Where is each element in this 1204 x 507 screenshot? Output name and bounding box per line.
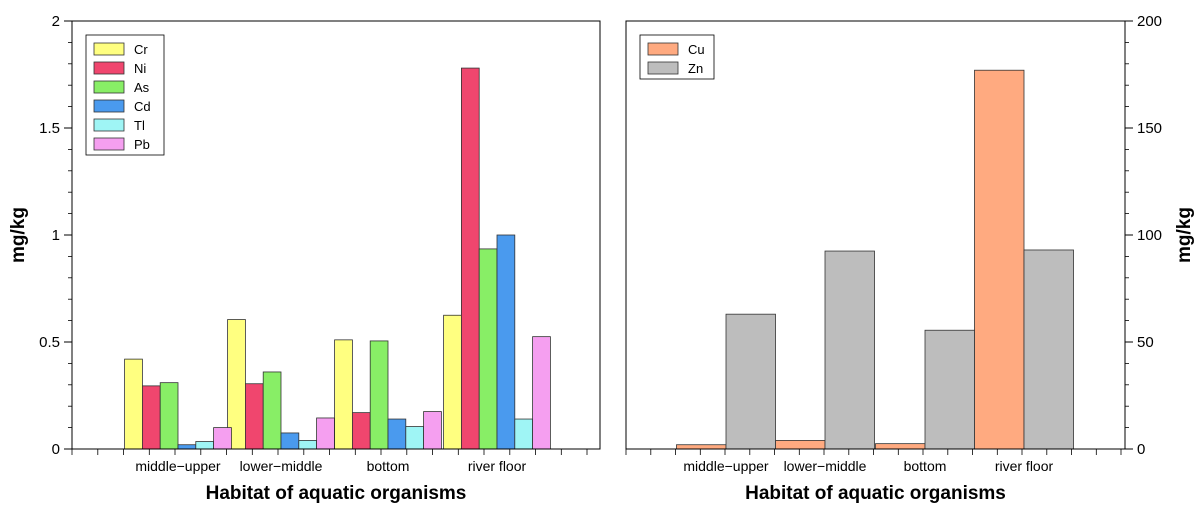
x-tick-label: lower−middle [784, 458, 867, 474]
bar-cr [334, 339, 353, 450]
bar-cd [280, 432, 300, 450]
chart-panel-1: 0 0.5 1 1.5 2 middle−upper lower−middle bottom r… [8, 13, 601, 504]
bar-tl [405, 426, 424, 450]
bar-cu [676, 444, 727, 450]
y-tick-label: 1.5 [39, 120, 60, 137]
bar-zn [824, 250, 875, 450]
legend-label-as: As [134, 80, 150, 95]
bar-zn [725, 313, 776, 450]
bar-cr [443, 314, 462, 450]
x-tick-label: river floor [468, 458, 527, 474]
y-tick-label: 0.5 [39, 334, 60, 351]
y-tick-label: 2 [52, 13, 60, 30]
bar-as [478, 248, 498, 450]
bar-cr [124, 358, 143, 450]
bar-pb [532, 336, 551, 450]
y-axis-title: mg/kg [8, 207, 29, 263]
x-axis-title: Habitat of aquatic organisms [745, 483, 1006, 504]
legend-swatch-cr [93, 42, 125, 56]
bar-as [369, 340, 389, 450]
bar-tl [514, 418, 533, 450]
bar-ni [460, 67, 480, 450]
y-tick-label: 150 [1137, 120, 1162, 137]
bar-zn [924, 329, 975, 450]
legend-swatch-cu [647, 42, 679, 56]
bar-cd [496, 234, 516, 450]
y-tick-label: 100 [1137, 227, 1162, 244]
bar-as [262, 371, 282, 450]
legend-swatch-tl [93, 118, 125, 132]
bar-tl [298, 440, 317, 450]
y-tick-label: 50 [1137, 334, 1154, 351]
legend-swatch-cd [93, 99, 125, 113]
legend-swatch-pb [93, 137, 125, 151]
y-axis-title: mg/kg [1174, 207, 1195, 263]
legend-label-zn: Zn [688, 61, 703, 76]
legend-swatch-zn [647, 61, 679, 75]
legend-label-pb: Pb [134, 137, 150, 152]
y-tick-label: 200 [1137, 13, 1162, 30]
legend-label-cu: Cu [688, 42, 705, 57]
x-tick-label: lower−middle [240, 458, 323, 474]
x-axis-title: Habitat of aquatic organisms [206, 483, 467, 504]
bar-pb [316, 417, 335, 450]
legend-label-tl: Tl [134, 118, 145, 133]
legend-label-ni: Ni [134, 61, 146, 76]
x-tick-label: bottom [367, 458, 410, 474]
legend-swatch-ni [93, 61, 125, 75]
legend-label-cr: Cr [134, 42, 148, 57]
y-tick-label: 0 [52, 441, 60, 458]
x-tick-label: river floor [995, 458, 1054, 474]
bar-tl [195, 441, 215, 450]
bar-pb [423, 411, 442, 450]
bar-cd [177, 444, 197, 450]
bar-cd [387, 418, 407, 450]
bar-ni [351, 412, 371, 450]
x-tick-label: bottom [904, 458, 947, 474]
bar-cu [974, 69, 1025, 450]
bar-cu [775, 440, 826, 450]
x-tick-label: middle−upper [135, 458, 221, 474]
bar-ni [141, 385, 161, 450]
bar-pb [213, 427, 232, 450]
bar-as [159, 382, 179, 450]
chart-panel-2: 0 50 100 150 200 middle−upper lower−middle bott… [625, 13, 1195, 504]
bar-zn [1023, 249, 1074, 450]
y-tick-label: 1 [52, 227, 60, 244]
bar-ni [244, 383, 264, 450]
x-tick-label: middle−upper [683, 458, 769, 474]
legend-swatch-as [93, 80, 125, 94]
legend-label-cd: Cd [134, 99, 151, 114]
bar-cu [875, 443, 926, 450]
y-tick-label: 0 [1137, 441, 1145, 458]
